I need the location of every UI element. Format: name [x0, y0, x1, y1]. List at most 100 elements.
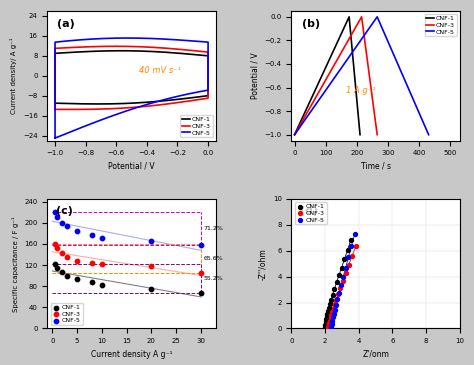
CNF-3 — [60, 46, 66, 50]
CNF-5 — [54, 215, 61, 220]
CNF-5 — [52, 136, 58, 140]
CNF-1 — [113, 49, 119, 53]
Line: CNF-5: CNF-5 — [55, 38, 208, 138]
CNF-5 — [124, 36, 130, 40]
CNF-1 — [197, 290, 205, 296]
CNF-3 — [294, 129, 300, 134]
CNF-1 — [324, 311, 331, 317]
CNF-1 — [327, 297, 335, 303]
CNF-3 — [325, 322, 333, 328]
CNF-1 — [147, 286, 155, 292]
Text: 65.6%: 65.6% — [203, 256, 223, 261]
CNF-3 — [197, 270, 205, 276]
CNF-3 — [337, 285, 344, 291]
CNF-1 — [322, 320, 329, 326]
CNF-1 — [60, 51, 66, 55]
CNF-3 — [67, 107, 73, 112]
CNF-5 — [342, 265, 349, 271]
Text: (a): (a) — [57, 19, 75, 28]
CNF-1 — [347, 238, 355, 243]
CNF-3 — [292, 132, 297, 137]
CNF-3 — [154, 103, 160, 107]
X-axis label: Z'/onm: Z'/onm — [362, 350, 389, 359]
Text: (d): (d) — [300, 207, 318, 216]
CNF-5 — [376, 19, 382, 23]
CNF-1 — [330, 286, 338, 292]
CNF-3 — [339, 278, 346, 284]
CNF-5 — [116, 36, 121, 40]
CNF-5 — [332, 302, 340, 308]
CNF-5 — [328, 323, 335, 329]
CNF-5 — [73, 38, 78, 42]
CNF-3 — [324, 325, 332, 331]
CNF-1 — [73, 276, 81, 282]
CNF-5 — [426, 132, 431, 137]
CNF-3 — [73, 258, 81, 264]
CNF-3 — [51, 241, 59, 247]
CNF-1 — [58, 269, 66, 275]
CNF-3 — [52, 107, 58, 112]
CNF-5 — [73, 228, 81, 234]
CNF-1 — [347, 22, 353, 26]
CNF-3 — [333, 297, 340, 303]
CNF-5 — [339, 274, 347, 280]
CNF-1 — [346, 15, 352, 19]
CNF-1 — [332, 46, 337, 50]
Legend: CNF-1, CNF-3, CNF-5: CNF-1, CNF-3, CNF-5 — [425, 14, 456, 36]
CNF-1 — [154, 99, 160, 104]
CNF-1 — [323, 316, 330, 322]
CNF-3 — [342, 270, 349, 276]
Y-axis label: Current density/ A g⁻¹: Current density/ A g⁻¹ — [10, 38, 17, 114]
CNF-5 — [398, 68, 403, 73]
Y-axis label: -Z''/ohm: -Z''/ohm — [258, 248, 267, 280]
CNF-1 — [118, 49, 124, 53]
CNF-3 — [357, 18, 363, 22]
CNF-1 — [110, 101, 116, 106]
CNF-5 — [327, 325, 335, 331]
Line: CNF-3: CNF-3 — [294, 17, 377, 135]
CNF-1 — [323, 314, 330, 319]
Line: CNF-1: CNF-1 — [55, 51, 208, 104]
CNF-5 — [52, 136, 58, 140]
CNF-1 — [335, 272, 343, 278]
CNF-1 — [292, 132, 298, 137]
CNF-3 — [328, 309, 336, 315]
CNF-1 — [326, 301, 334, 307]
CNF-1 — [330, 49, 336, 53]
CNF-3 — [352, 243, 360, 249]
CNF-5 — [364, 30, 369, 34]
CNF-1 — [338, 265, 346, 270]
CNF-3 — [58, 250, 66, 256]
CNF-3 — [327, 315, 334, 321]
CNF-3 — [374, 132, 380, 137]
CNF-1 — [88, 280, 96, 285]
Legend: CNF-1, CNF-3, CNF-5: CNF-1, CNF-3, CNF-5 — [51, 303, 82, 325]
CNF-5 — [328, 321, 336, 327]
Text: 71.2%: 71.2% — [203, 226, 223, 231]
X-axis label: Potential / V: Potential / V — [108, 162, 155, 171]
CNF-1 — [95, 102, 101, 106]
CNF-5 — [329, 315, 337, 320]
CNF-5 — [147, 238, 155, 244]
CNF-3 — [345, 262, 353, 268]
CNF-3 — [330, 306, 337, 311]
Text: (b): (b) — [301, 19, 319, 28]
CNF-1 — [325, 305, 333, 311]
CNF-5 — [351, 231, 358, 237]
CNF-3 — [335, 291, 342, 297]
CNF-3 — [71, 45, 77, 50]
Line: CNF-3: CNF-3 — [55, 46, 208, 110]
CNF-1 — [54, 265, 61, 270]
CNF-5 — [374, 15, 380, 19]
CNF-1 — [52, 101, 58, 105]
Legend: CNF-1, CNF-3, CNF-5: CNF-1, CNF-3, CNF-5 — [294, 202, 327, 224]
CNF-3 — [52, 107, 58, 112]
CNF-3 — [113, 44, 119, 49]
CNF-5 — [331, 307, 339, 313]
CNF-5 — [330, 311, 337, 317]
CNF-5 — [51, 209, 59, 215]
CNF-1 — [322, 322, 329, 328]
CNF-5 — [295, 128, 301, 132]
CNF-1 — [329, 292, 337, 298]
X-axis label: Current density A g⁻¹: Current density A g⁻¹ — [91, 350, 173, 359]
